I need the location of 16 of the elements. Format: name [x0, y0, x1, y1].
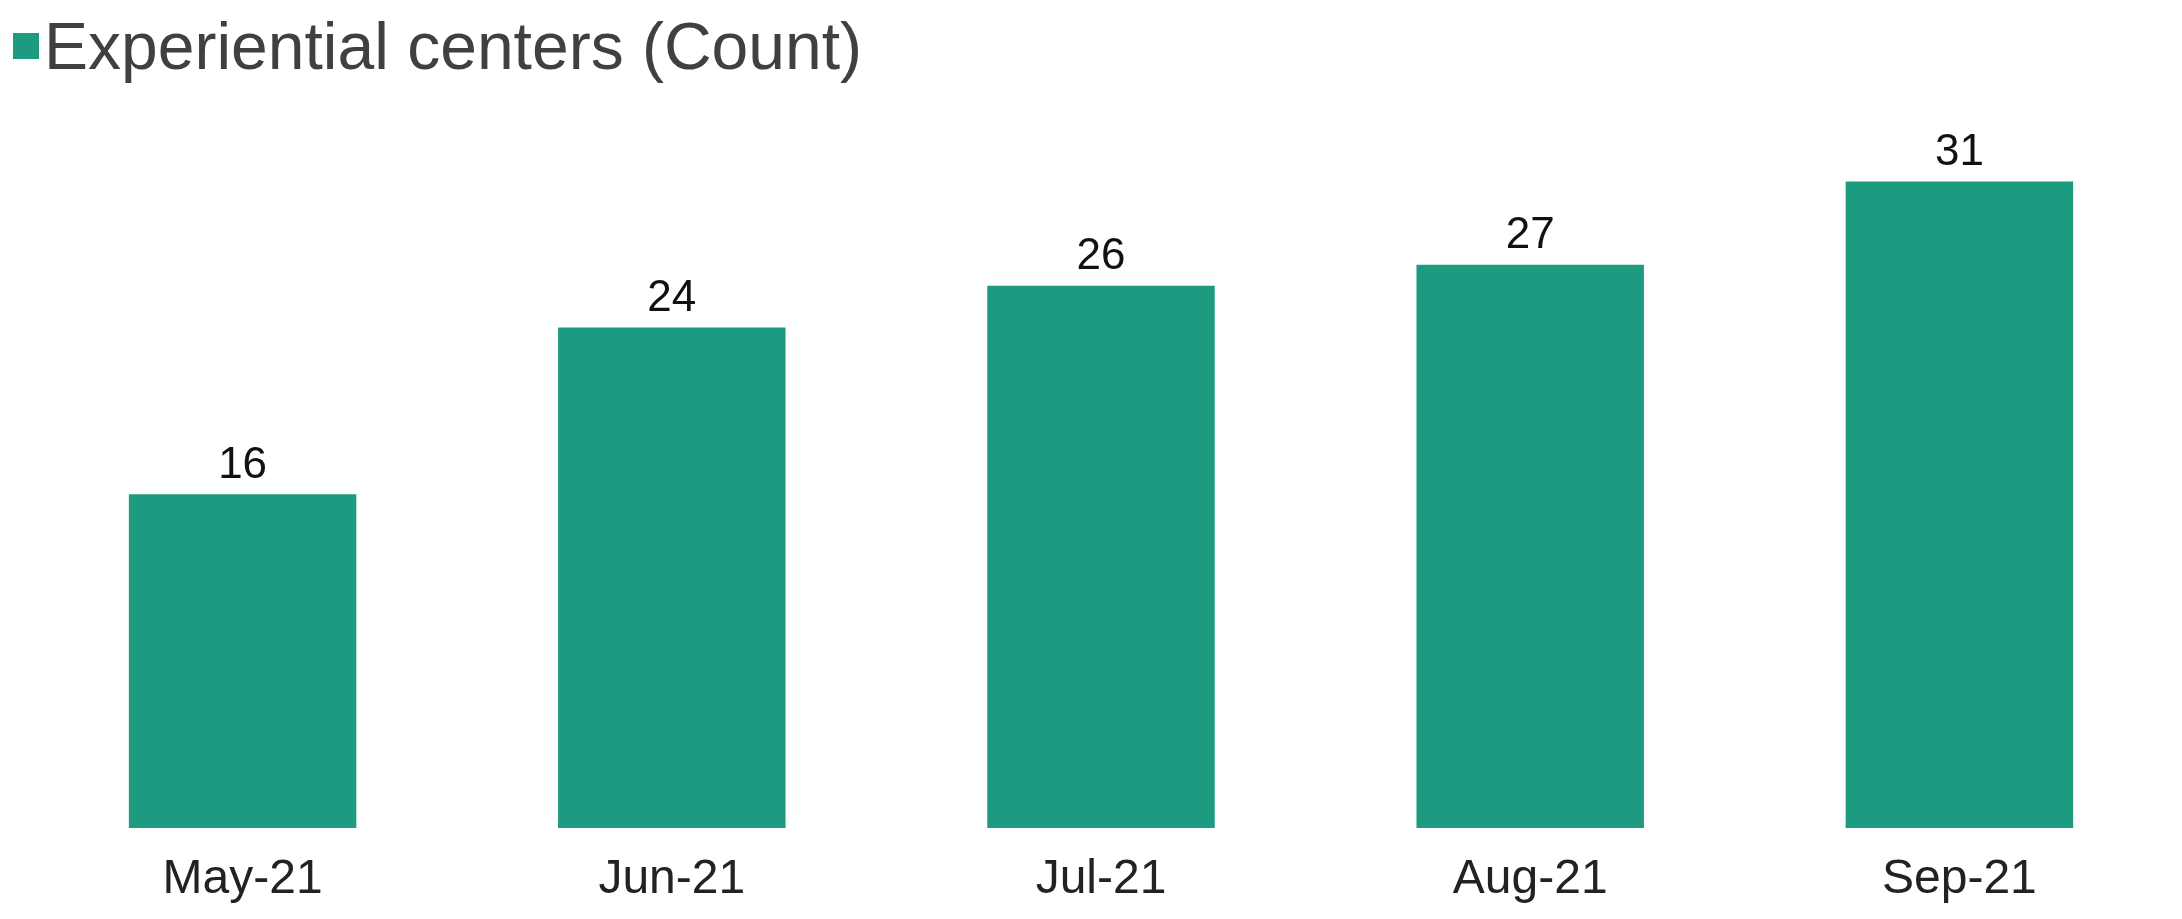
data-label: 27	[1505, 208, 1555, 258]
bar	[987, 285, 1215, 828]
bar	[558, 327, 786, 828]
bar	[1416, 264, 1644, 828]
bar	[128, 494, 357, 828]
x-tick-label: May-21	[162, 849, 323, 903]
data-label: 24	[647, 270, 697, 320]
legend-label: Experiential centers (Count)	[44, 9, 863, 83]
x-tick-label: Sep-21	[1882, 849, 2037, 903]
bar	[1845, 181, 2074, 828]
data-label: 26	[1076, 229, 1126, 279]
x-tick-label: Aug-21	[1452, 849, 1608, 903]
data-label: 16	[218, 437, 268, 487]
data-label: 31	[1934, 124, 1984, 174]
x-tick-label: Jul-21	[1035, 849, 1167, 903]
x-tick-label: Jun-21	[598, 849, 746, 903]
